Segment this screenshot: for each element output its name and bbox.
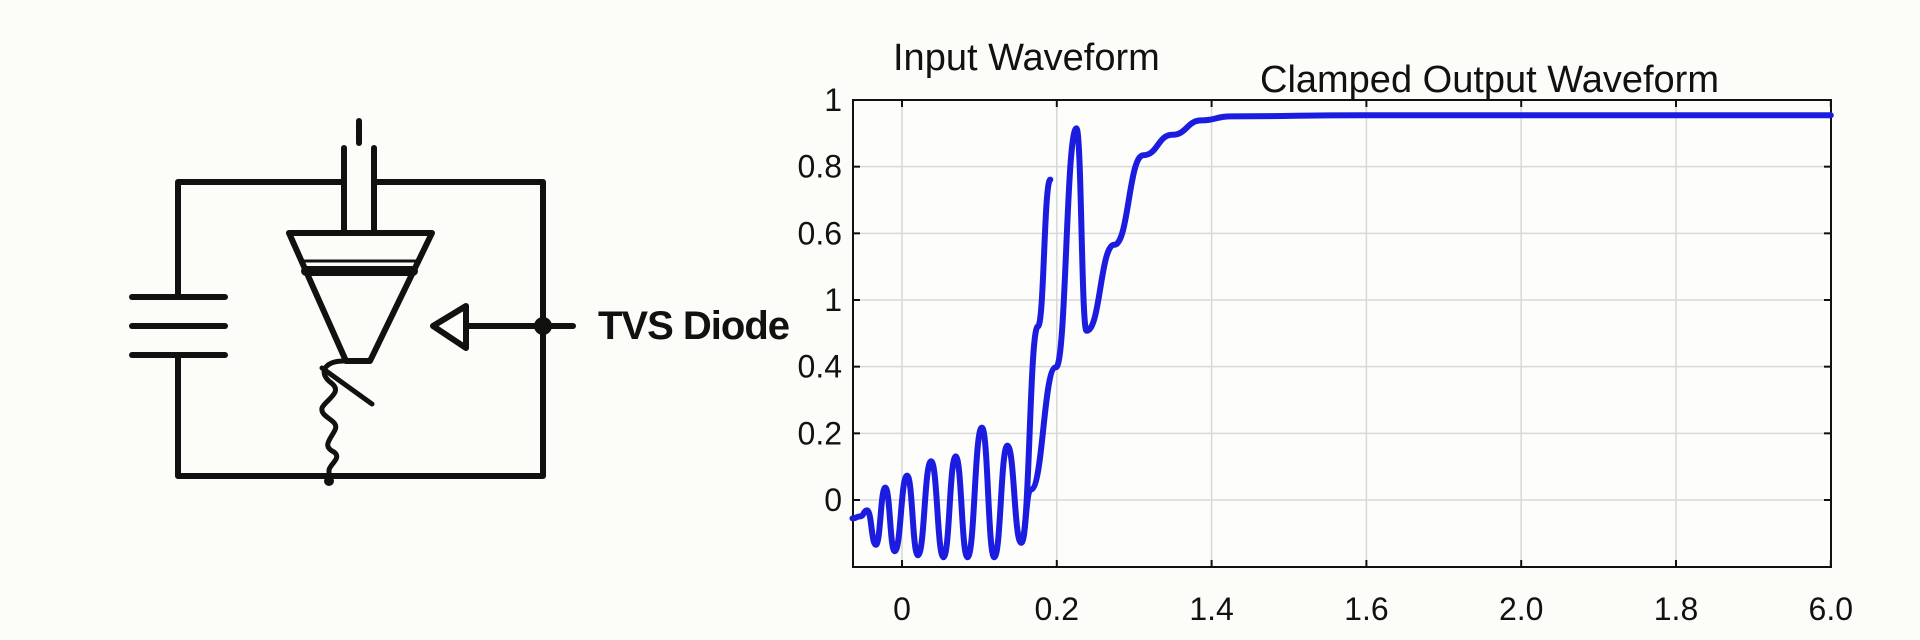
waveform-chart: 0 0.2 1.4 1.6 2.0 1.8 6.0 0 0.2 0.4 1 0.6 0.8 1 Input … — [798, 37, 1854, 627]
y-tick-label: 0.4 — [798, 349, 842, 385]
x-tick-label: 1.8 — [1654, 591, 1698, 627]
x-tick-label: 0 — [893, 591, 911, 627]
arrow-icon — [430, 303, 576, 351]
x-tick-label: 6.0 — [1809, 591, 1853, 627]
x-tick-label: 1.4 — [1189, 591, 1233, 627]
x-tick-label: 0.2 — [1035, 591, 1079, 627]
series-line-output — [1018, 112, 1834, 546]
top-capacitor-icon — [341, 118, 377, 235]
annotation-clamped-output-waveform: Clamped Output Waveform — [1260, 59, 1719, 101]
plot-frame — [852, 99, 1832, 568]
y-tick-label: 1 — [824, 282, 842, 318]
y-tick-label: 0.2 — [798, 415, 842, 451]
diode-triangle-icon — [286, 230, 435, 364]
annotation-input-waveform: Input Waveform — [893, 37, 1160, 79]
ground-dot — [324, 476, 334, 486]
series-line-input — [849, 176, 1054, 561]
tvs-diode-label: TVS Diode — [598, 304, 789, 348]
y-tick-label: 0 — [824, 482, 842, 518]
tvs-circuit — [129, 118, 576, 486]
resistor-zigzag-icon — [319, 358, 375, 483]
junction-dot — [534, 317, 552, 335]
x-tick-label: 2.0 — [1499, 591, 1543, 627]
y-tick-label: 0.6 — [798, 215, 842, 251]
y-tick-label: 1 — [824, 82, 842, 118]
left-capacitor-icon — [129, 294, 228, 358]
circuit-wire-loop — [175, 179, 546, 479]
x-tick-label: 1.6 — [1344, 591, 1388, 627]
y-tick-label: 0.8 — [798, 149, 842, 185]
